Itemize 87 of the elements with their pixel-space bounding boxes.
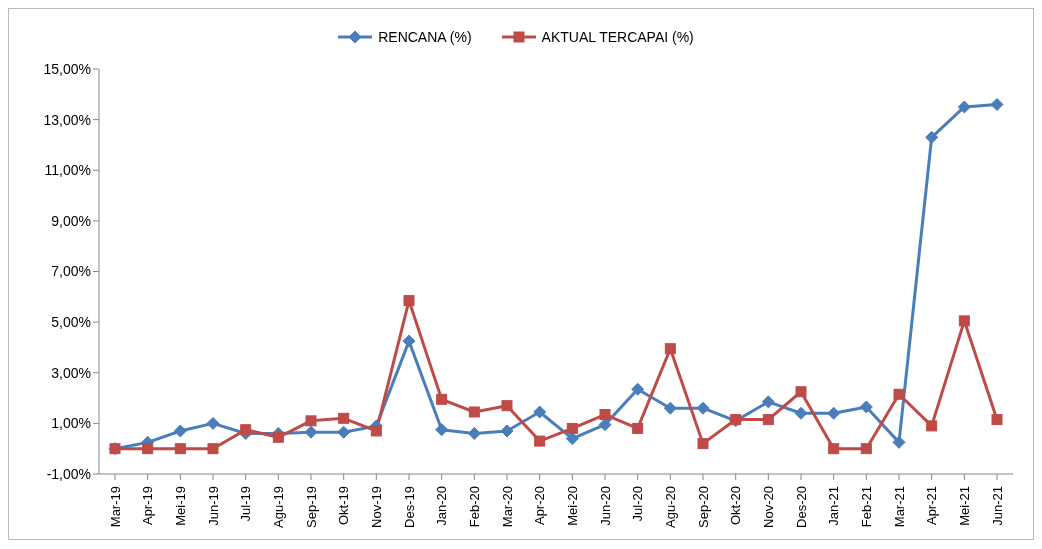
legend-label: RENCANA (%) — [378, 29, 472, 45]
point — [304, 425, 318, 439]
x-tick-label: Nov-19 — [368, 486, 384, 528]
point — [337, 425, 351, 439]
point — [827, 406, 841, 420]
point — [206, 416, 220, 430]
x-tick-label: Jun-19 — [205, 486, 221, 526]
point — [860, 443, 872, 455]
x-tick-label: Mei-19 — [172, 486, 188, 526]
point — [761, 395, 775, 409]
point — [598, 418, 612, 432]
point — [599, 409, 611, 421]
x-tick-label: Okt-20 — [728, 486, 744, 526]
x-tick-label: Jul-19 — [238, 486, 254, 522]
point — [859, 400, 873, 414]
x-tick-label: Apr-19 — [140, 486, 156, 526]
x-tick-label: Des-19 — [401, 486, 417, 528]
point — [631, 382, 645, 396]
point — [663, 401, 677, 415]
x-tick-label: Sep-19 — [303, 486, 319, 528]
x-tick-label: Mei-21 — [956, 486, 972, 526]
point — [762, 414, 774, 426]
legend-label: AKTUAL TERCAPAI (%) — [541, 29, 694, 45]
x-tick-label: Mar-20 — [499, 486, 515, 528]
point — [957, 100, 971, 114]
x-tick-label: Jun-21 — [989, 486, 1005, 526]
x-tick-label: Agu-20 — [662, 486, 678, 528]
point — [664, 343, 676, 355]
y-tick-label: 15,00% — [43, 60, 91, 77]
point — [403, 295, 415, 307]
point — [794, 406, 808, 420]
point — [142, 443, 154, 455]
point — [958, 315, 970, 327]
x-tick-label: Apr-21 — [924, 486, 940, 526]
point — [925, 130, 939, 144]
y-tick-label: 5,00% — [51, 314, 91, 331]
x-tick-label: Nov-20 — [760, 486, 776, 528]
point — [795, 386, 807, 398]
x-tick-label: Apr-20 — [532, 486, 548, 526]
point — [467, 427, 481, 440]
point — [697, 438, 709, 450]
point — [435, 423, 449, 437]
y-tick-label: 11,00% — [44, 162, 91, 179]
point — [240, 424, 252, 436]
x-tick-label: Agu-19 — [270, 486, 286, 528]
point — [173, 424, 187, 438]
point — [990, 97, 1004, 111]
point — [338, 412, 350, 424]
x-tick-label: Sep-20 — [695, 486, 711, 528]
y-tick-label: 9,00% — [51, 212, 91, 229]
point — [565, 432, 579, 446]
point — [926, 420, 938, 432]
y-tick-label: 1,00% — [51, 415, 91, 432]
point — [305, 415, 317, 427]
point — [696, 401, 710, 415]
point — [468, 406, 480, 418]
point — [991, 414, 1003, 426]
point — [534, 435, 546, 447]
point — [207, 443, 219, 455]
x-tick-label: Jun-20 — [597, 486, 613, 526]
point — [566, 422, 578, 434]
x-tick-label: Jul-20 — [630, 486, 646, 522]
x-tick-label: Feb-20 — [466, 486, 482, 528]
x-tick-label: Mei-20 — [564, 486, 580, 526]
point — [893, 388, 905, 400]
point — [533, 405, 547, 419]
point — [500, 424, 514, 438]
y-tick-label: 7,00% — [51, 263, 91, 280]
x-tick-label: Mar-19 — [107, 486, 123, 528]
x-tick-label: Okt-19 — [336, 486, 352, 526]
point — [828, 443, 840, 455]
point — [402, 334, 416, 348]
y-tick-label: 13,00% — [43, 111, 91, 128]
x-tick-label: Des-20 — [793, 486, 809, 528]
point — [370, 425, 382, 437]
x-tick-label: Mar-21 — [891, 486, 907, 528]
x-tick-label: Jan-20 — [434, 486, 450, 526]
point — [892, 435, 906, 449]
point — [436, 393, 448, 405]
x-tick-label: Feb-21 — [858, 486, 874, 528]
x-tick-label: Jan-21 — [826, 486, 842, 526]
point — [501, 400, 513, 412]
y-tick-label: -1,00% — [46, 465, 91, 482]
point — [272, 431, 284, 443]
point — [632, 422, 644, 434]
point — [174, 443, 186, 455]
y-tick-label: 3,00% — [51, 364, 91, 381]
